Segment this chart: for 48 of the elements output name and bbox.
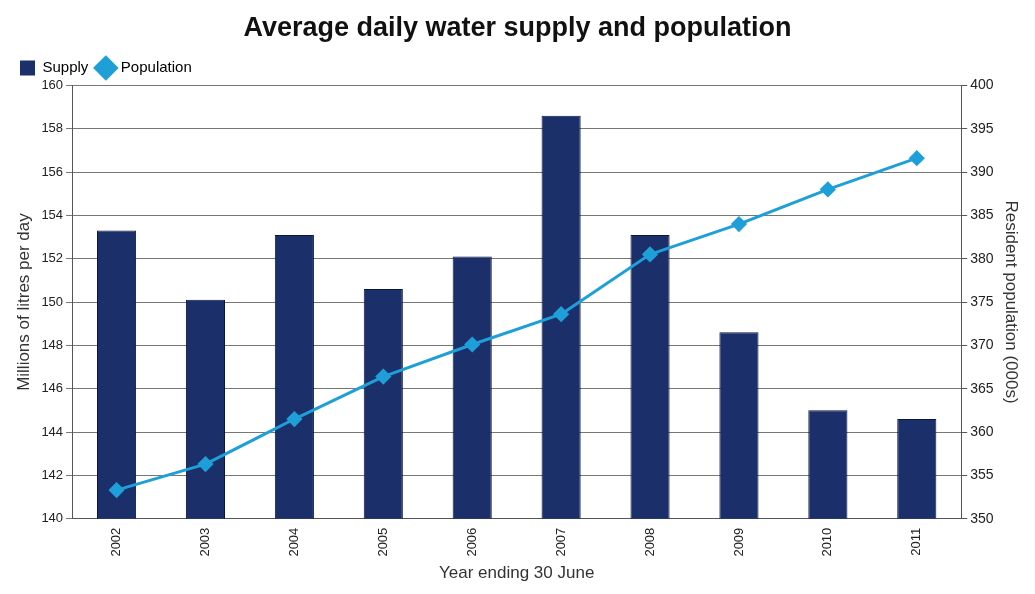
- x-tick-label: 2003: [197, 527, 213, 557]
- point: [464, 337, 480, 352]
- point: [109, 482, 125, 498]
- x-tick-label: 2004: [285, 527, 301, 557]
- point: [286, 411, 302, 427]
- y-tick-label: 142: [41, 466, 64, 482]
- y2-tick-label: 380: [970, 249, 994, 266]
- point: [642, 246, 658, 262]
- x-tick-label: 2006: [463, 527, 479, 557]
- y-tick-label: 160: [41, 76, 64, 92]
- y-tick-label: 146: [41, 380, 64, 396]
- point: [197, 456, 213, 472]
- y2-tick-label: 385: [970, 206, 994, 223]
- x-tick-label: 2007: [552, 527, 568, 557]
- y-tick-label: 144: [41, 423, 64, 439]
- x-tick-label: 2002: [108, 527, 124, 557]
- point: [909, 150, 925, 166]
- y2-tick-label: 395: [970, 119, 994, 136]
- point: [820, 181, 836, 197]
- point: [731, 216, 747, 232]
- y2-tick-label: 390: [970, 162, 994, 179]
- chart-title: Average daily water supply and population: [243, 11, 792, 42]
- y-tick-label: 158: [41, 120, 64, 136]
- y-tick-label: 152: [41, 250, 64, 266]
- point: [553, 306, 569, 322]
- x-axis-title: Year ending 30 June: [438, 563, 595, 583]
- x-tick-label: 2009: [730, 527, 746, 557]
- legend-label: Supply: [42, 58, 89, 76]
- y-tick-label: 154: [41, 206, 64, 222]
- y2-tick-label: 365: [970, 379, 994, 396]
- y2-tick-label: 370: [970, 336, 994, 353]
- y2-tick-label: 355: [970, 466, 994, 483]
- y-axis-title: Millions of litres per day: [13, 212, 33, 391]
- legend-label: Population: [120, 58, 192, 76]
- y2-tick-label: 375: [970, 292, 994, 309]
- y2-tick-label: 400: [970, 76, 994, 93]
- y-tick-label: 150: [41, 293, 64, 309]
- x-tick-label: 2005: [374, 527, 390, 557]
- point: [375, 369, 391, 385]
- y2-tick-label: 350: [970, 509, 994, 526]
- y2-axis-title: Resident population (000s): [1002, 200, 1022, 404]
- y-tick-label: 148: [41, 336, 64, 352]
- y2-tick-label: 360: [970, 422, 994, 439]
- x-tick-label: 2011: [908, 527, 924, 556]
- y-tick-label: 156: [41, 163, 64, 179]
- x-tick-label: 2008: [641, 527, 657, 557]
- x-tick-label: 2010: [819, 527, 835, 557]
- y-tick-label: 140: [41, 510, 64, 526]
